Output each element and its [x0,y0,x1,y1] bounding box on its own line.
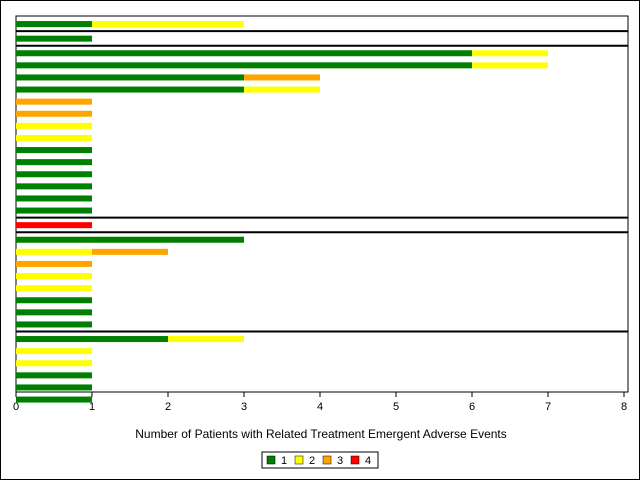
bar-segment-g2-r2-grade-3 [244,74,320,81]
x-tick-label: 6 [469,401,475,413]
bar-segment-g5-r1-grade-2 [16,348,92,355]
bar-segment-g4-r0-grade-1 [16,236,244,243]
x-tick-label: 4 [317,401,323,413]
bar-segment-g5-r0-grade-1 [16,336,168,343]
bar-segment-g5-r0-grade-2 [168,336,244,343]
plot-area [15,15,629,403]
bar-segment-g4-r2-grade-3 [16,260,92,267]
bar-segment-g4-r1-grade-2 [16,248,92,255]
bar-segment-g4-r1-grade-3 [92,248,168,255]
bar-segment-g2-r11-grade-1 [16,183,92,190]
legend: 1 2 3 4 [261,451,379,469]
bar-segment-g2-r10-grade-1 [16,171,92,178]
x-tick-label: 1 [89,401,95,413]
bar-segment-g4-r4-grade-2 [16,285,92,292]
legend-label-1: 1 [281,455,287,467]
bar-segment-g2-r0-grade-2 [472,50,548,57]
bar-segment-g2-r13-grade-1 [16,207,92,214]
x-tick-label: 7 [545,401,551,413]
bar-segment-g2-r7-grade-2 [16,134,92,141]
bar-segment-g4-r5-grade-1 [16,297,92,304]
x-tick-label: 3 [241,401,247,413]
legend-label-4: 4 [365,455,371,467]
legend-label-3: 3 [337,455,343,467]
bar-segment-g5-r5-grade-1 [16,396,92,403]
bar-segment-g1-r0-grade-1 [16,35,92,42]
plot-frame [15,15,629,393]
legend-box [261,451,379,469]
bar-segment-g2-r6-grade-2 [16,122,92,129]
legend-swatch-1 [266,455,276,465]
bar-segment-g4-r6-grade-1 [16,309,92,316]
x-tick-label: 2 [165,401,171,413]
bar-segment-g2-r4-grade-3 [16,98,92,105]
bar-segment-g2-r2-grade-1 [16,74,244,81]
legend-swatch-2 [294,455,304,465]
bar-segment-g2-r3-grade-2 [244,86,320,93]
legend-swatch-4 [350,455,360,465]
x-tick-label: 5 [393,401,399,413]
bar-segment-g5-r3-grade-1 [16,372,92,379]
bar-segment-g2-r1-grade-1 [16,62,472,69]
legend-swatch-3 [322,455,332,465]
bar-segment-g2-r9-grade-1 [16,159,92,166]
bar-segment-g5-r2-grade-2 [16,360,92,367]
x-tick-label: 0 [13,401,19,413]
bar-segment-g2-r1-grade-2 [472,62,548,69]
bar-segment-g4-r7-grade-1 [16,321,92,328]
bar-segment-g5-r4-grade-1 [16,384,92,391]
legend-label-2: 2 [309,455,315,467]
bar-segment-g2-r3-grade-1 [16,86,244,93]
x-axis: 0 1 2 3 4 5 6 7 8 [13,392,627,413]
bar-segment-g0-r0-grade-1 [16,21,92,28]
bar-segment-g3-r0-grade-4 [16,222,92,229]
bar-segment-g4-r3-grade-2 [16,273,92,280]
bar-segment-g2-r0-grade-1 [16,50,472,57]
bar-segment-g2-r12-grade-1 [16,195,92,202]
x-axis-label: Number of Patients with Related Treatmen… [135,427,507,441]
bar-segment-g2-r8-grade-1 [16,147,92,154]
x-tick-label: 8 [621,401,627,413]
bar-segment-g0-r0-grade-2 [92,21,244,28]
bar-segment-g2-r5-grade-3 [16,110,92,117]
